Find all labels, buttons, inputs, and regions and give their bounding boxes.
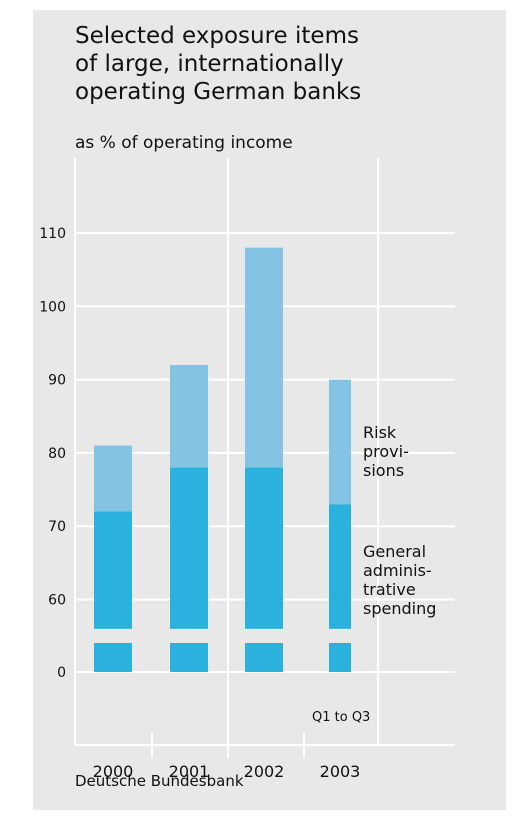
bar-segment-lower-2000	[94, 643, 132, 672]
bar-segment-risk-2003	[329, 379, 351, 505]
chart-subtitle: as % of operating income	[75, 133, 293, 153]
y-tick-label: 70	[48, 519, 66, 535]
y-tick-label: 80	[48, 446, 66, 462]
bar-segment-lower-2003	[329, 643, 351, 672]
bar-segment-lower-2002	[245, 643, 283, 672]
bar-segment-risk-2002	[245, 247, 283, 468]
bar-segment-risk-2000	[94, 445, 132, 512]
legend-label-risk-provisions: sions	[363, 461, 404, 480]
legend-label-general-administrative-spending: General	[363, 542, 426, 561]
x-tick-label: 2000	[93, 762, 134, 781]
x-tick-label: 2002	[244, 762, 285, 781]
legend-label-general-administrative-spending: adminis-	[363, 561, 432, 580]
y-tick-label: 100	[39, 299, 66, 315]
legend-label-risk-provisions: provi-	[363, 442, 409, 461]
y-tick-label: 90	[48, 373, 66, 389]
bar-segment-admin-2003	[329, 504, 351, 629]
y-tick-label: 0	[57, 665, 66, 681]
legend-label-risk-provisions: Risk	[363, 423, 397, 442]
x-tick-label: 2001	[169, 762, 210, 781]
title-line-1: Selected exposure items	[75, 23, 359, 49]
y-tick-label: 60	[48, 593, 66, 609]
source-label: Deutsche Bundesbank	[75, 772, 244, 790]
bar-segment-admin-2002	[245, 467, 283, 629]
x-tick-label: 2003	[320, 762, 361, 781]
title-line-3: operating German banks	[75, 79, 362, 105]
legend-label-general-administrative-spending: spending	[363, 599, 436, 618]
y-tick-label: 110	[39, 226, 66, 242]
bar-segment-admin-2001	[170, 467, 208, 629]
legend-label-general-administrative-spending: trative	[363, 580, 416, 599]
title-line-2: of large, internationally	[75, 51, 344, 77]
chart-title: Selected exposure items of large, intern…	[75, 22, 361, 106]
bar-segment-lower-2001	[170, 643, 208, 672]
category-note: Q1 to Q3	[312, 710, 370, 725]
bar-segment-admin-2000	[94, 511, 132, 629]
bar-segment-risk-2001	[170, 364, 208, 468]
